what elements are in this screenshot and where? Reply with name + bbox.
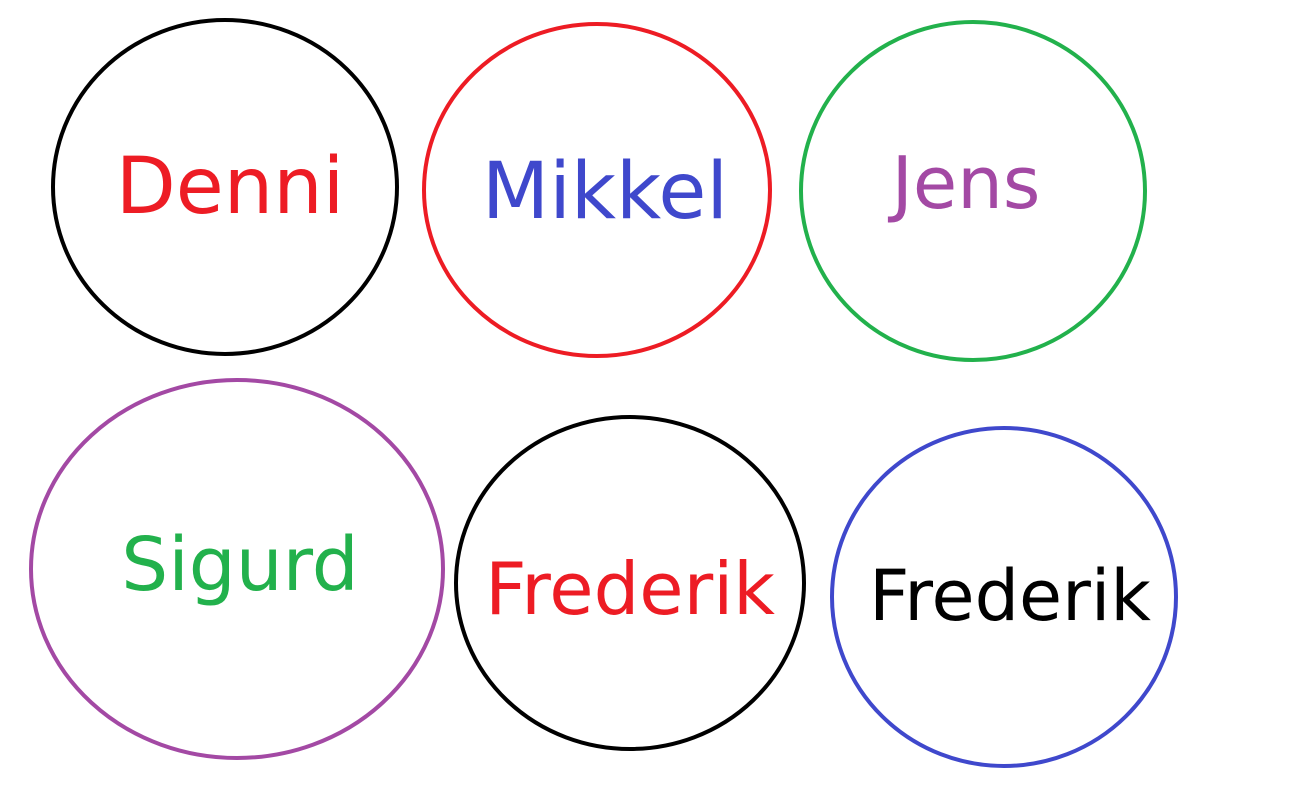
name-label-frederik-1: Frederik [485,547,775,631]
circle-frederik-1 [454,415,806,751]
circle-sigurd [29,378,445,760]
circle-group-frederik-2: Frederik [830,426,1178,768]
name-label-frederik-2: Frederik [869,555,1151,637]
circle-group-jens: Jens [799,20,1147,362]
name-label-jens: Jens [888,141,1041,225]
circle-group-sigurd: Sigurd [29,378,445,760]
circle-denni [51,18,399,356]
circle-frederik-2 [830,426,1178,768]
circle-group-denni: Denni [51,18,399,356]
name-label-mikkel: Mikkel [482,147,728,237]
circle-jens [799,20,1147,362]
circle-mikkel [422,22,772,358]
name-label-sigurd: Sigurd [121,522,359,608]
circle-group-mikkel: Mikkel [422,22,772,358]
circle-group-frederik-1: Frederik [454,415,806,751]
name-label-denni: Denni [116,142,345,232]
